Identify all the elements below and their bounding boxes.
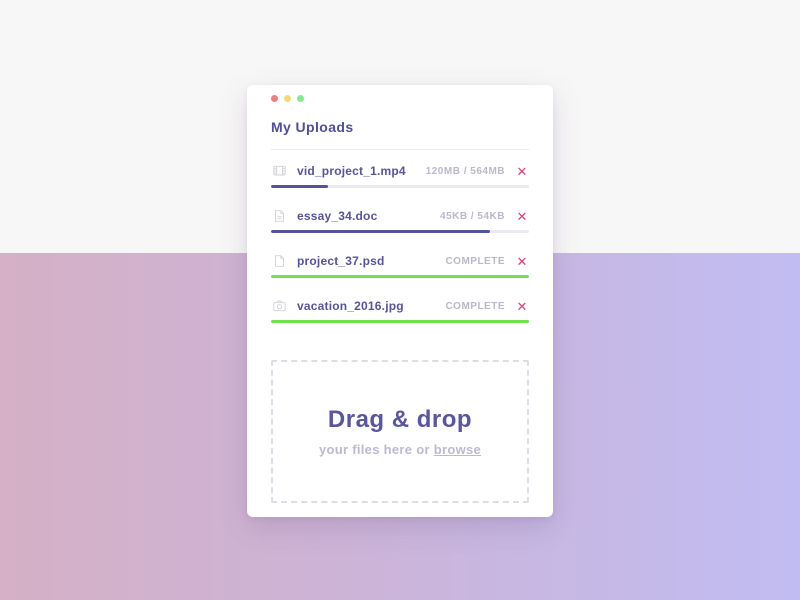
upload-row: vid_project_1.mp4 120MB / 564MB ✕ (271, 152, 529, 197)
dropzone[interactable]: Drag & drop your files here or browse (271, 360, 529, 503)
document-icon (271, 208, 289, 224)
progress-fill (271, 275, 529, 278)
progress-fill (271, 230, 491, 233)
progress-track (271, 275, 529, 278)
minimize-window-button[interactable] (284, 95, 291, 102)
page-title: My Uploads (271, 119, 354, 135)
file-icon (271, 253, 289, 269)
progress-track (271, 185, 529, 188)
uploads-window: My Uploads vid_project_1.mp4 120MB / 564… (247, 85, 553, 517)
zoom-window-button[interactable] (297, 95, 304, 102)
remove-upload-button[interactable]: ✕ (516, 298, 528, 314)
file-name: project_37.psd (297, 254, 385, 268)
upload-status: COMPLETE (445, 300, 505, 312)
file-name: vacation_2016.jpg (297, 299, 404, 313)
browse-link[interactable]: browse (433, 442, 482, 457)
progress-track (271, 230, 529, 233)
window-controls (271, 93, 529, 102)
uploads-list: vid_project_1.mp4 120MB / 564MB ✕ essay_… (271, 152, 529, 332)
dropzone-subtitle: your files here or browse (319, 442, 481, 457)
progress-fill (271, 185, 328, 188)
upload-status: COMPLETE (445, 255, 505, 267)
remove-upload-button[interactable]: ✕ (516, 208, 528, 224)
camera-icon (271, 298, 289, 314)
upload-status: 45KB / 54KB (440, 210, 505, 222)
upload-row: essay_34.doc 45KB / 54KB ✕ (271, 197, 529, 242)
progress-track (271, 320, 529, 323)
dropzone-subtitle-text: your files here or (318, 442, 434, 457)
header-divider (271, 149, 529, 150)
upload-row: project_37.psd COMPLETE ✕ (271, 242, 529, 287)
file-name: essay_34.doc (297, 209, 378, 223)
progress-fill (271, 320, 529, 323)
dropzone-title: Drag & drop (327, 406, 473, 433)
remove-upload-button[interactable]: ✕ (516, 253, 528, 269)
upload-row: vacation_2016.jpg COMPLETE ✕ (271, 287, 529, 332)
close-window-button[interactable] (271, 95, 278, 102)
remove-upload-button[interactable]: ✕ (516, 163, 528, 179)
upload-status: 120MB / 564MB (425, 165, 505, 177)
file-name: vid_project_1.mp4 (297, 164, 406, 178)
film-icon (271, 163, 289, 179)
